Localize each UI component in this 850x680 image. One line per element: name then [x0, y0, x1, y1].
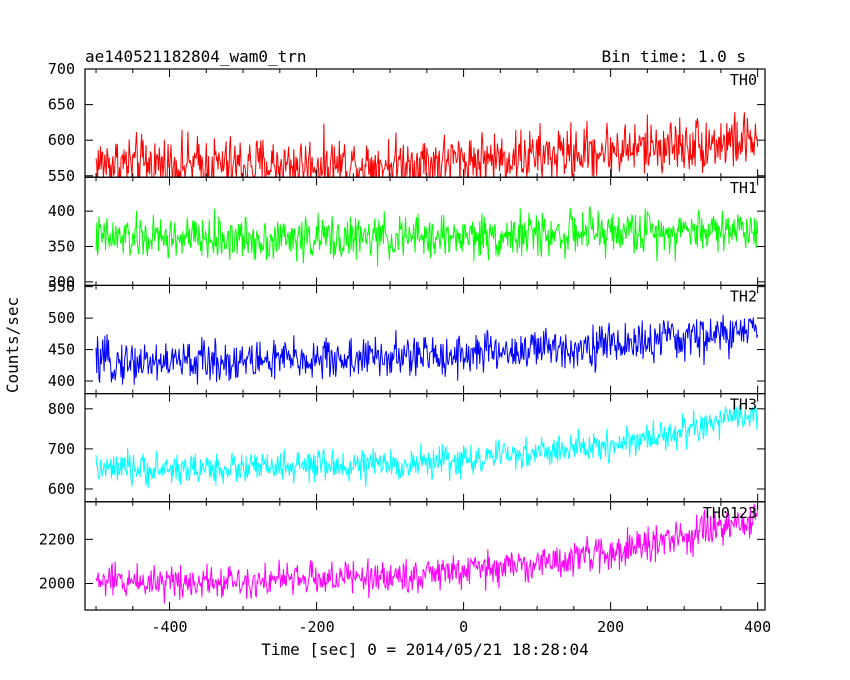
panel-label: TH2: [730, 287, 757, 305]
panel-th3: 600 700 800 TH3: [48, 393, 766, 503]
panel-th0: 550 600 650 700 TH0: [48, 60, 766, 185]
x-axis: -400 -200 0 200 400: [151, 618, 771, 636]
panel-label: TH0123: [703, 504, 757, 522]
y-tick-label: 300: [48, 273, 75, 291]
panel-label: TH0: [730, 71, 757, 89]
y-tick-label: 2000: [39, 575, 75, 593]
y-tick-label: 550: [48, 278, 75, 296]
x-tick-label: 400: [744, 618, 771, 636]
y-tick-label: 2200: [39, 530, 75, 548]
x-tick-label: -400: [151, 618, 187, 636]
series-th0123: [95, 504, 759, 604]
x-axis-label: Time [sec] 0 = 2014/05/21 18:28:04: [261, 640, 589, 659]
series-th2: [95, 314, 759, 385]
x-tick-label: 0: [459, 618, 468, 636]
panels-group: 550 600 650 700 TH0 300 350 400 TH1 400 450 500 550 T…: [39, 60, 766, 611]
panel-label: TH3: [730, 396, 757, 414]
panel-frame: [84, 501, 766, 611]
bin-time-label: Bin time: 1.0 s: [602, 47, 747, 66]
series-th3: [95, 401, 759, 489]
panel-th1: 300 350 400 TH1: [48, 176, 766, 291]
panel-label: TH1: [730, 179, 757, 197]
panel-frame: [84, 393, 766, 503]
chart-title: ae140521182804_wam0_trn: [85, 47, 307, 66]
y-tick-label: 350: [48, 238, 75, 256]
y-axis-label: Counts/sec: [3, 297, 22, 393]
panel-th2: 400 450 500 550 TH2: [48, 278, 766, 395]
y-tick-label: 400: [48, 372, 75, 390]
y-tick-label: 400: [48, 202, 75, 220]
series-th1: [95, 206, 759, 267]
series-th0: [95, 111, 759, 178]
x-tick-label: 200: [597, 618, 624, 636]
y-tick-label: 450: [48, 341, 75, 359]
y-tick-label: 500: [48, 309, 75, 327]
y-tick-label: 600: [48, 131, 75, 149]
y-tick-label: 700: [48, 440, 75, 458]
y-tick-label: 550: [48, 167, 75, 185]
x-tick-label: -200: [299, 618, 335, 636]
y-tick-label: 650: [48, 96, 75, 114]
y-tick-label: 700: [48, 60, 75, 78]
panel-th0123: 2000 2200 TH0123: [39, 501, 766, 611]
y-tick-label: 800: [48, 400, 75, 418]
y-tick-label: 600: [48, 480, 75, 498]
